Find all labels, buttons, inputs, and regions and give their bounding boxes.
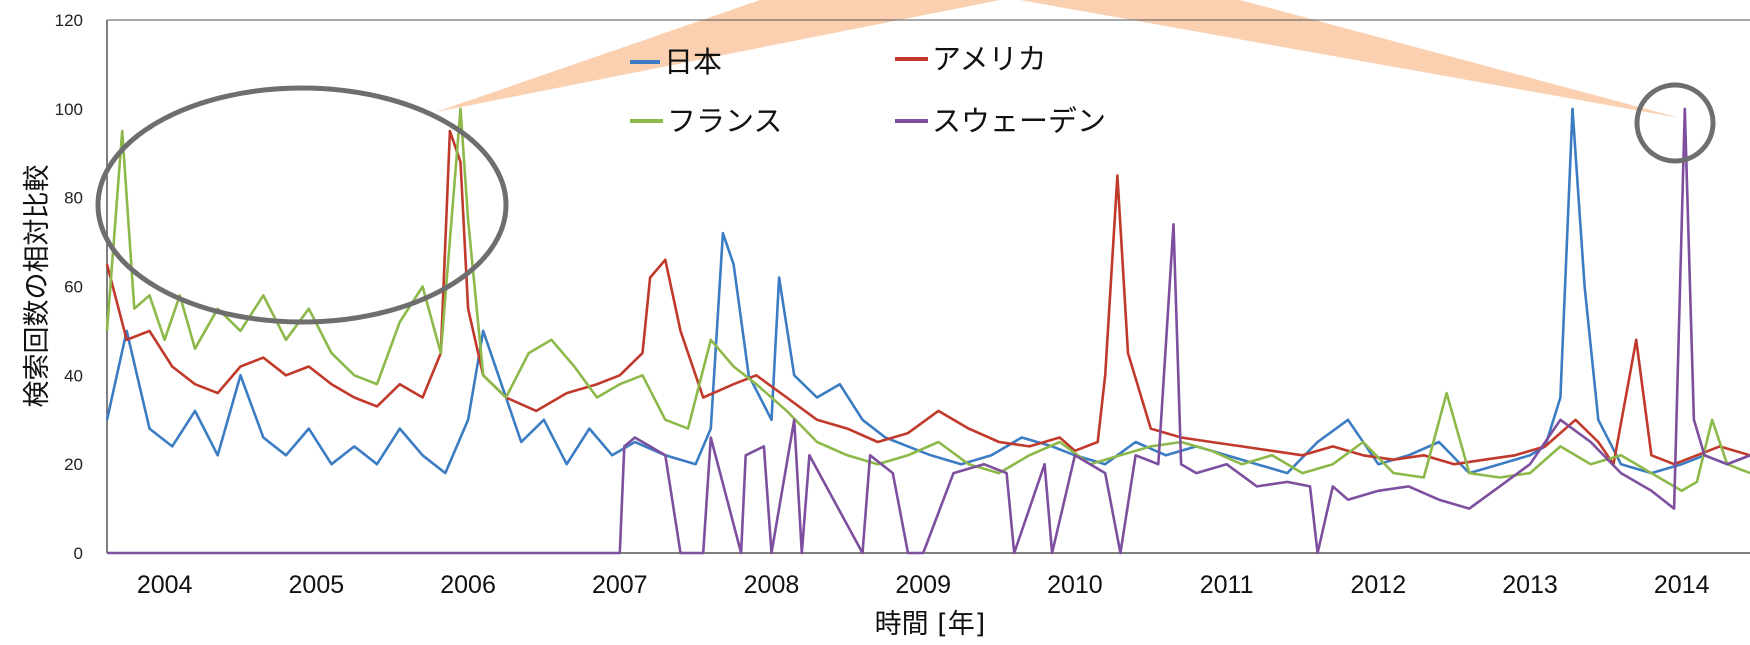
legend-item-japan: 日本 xyxy=(630,45,722,79)
legend-label-sweden: スウェーデン xyxy=(932,104,1106,138)
series-line-japan xyxy=(105,107,1750,475)
axes xyxy=(106,19,1750,554)
x-tick-label: 2012 xyxy=(1351,571,1407,599)
legend-item-sweden: スウェーデン xyxy=(895,104,1106,138)
y-tick-label: 20 xyxy=(64,455,83,474)
y-tick-label: 40 xyxy=(64,366,83,385)
y-tick-label: 120 xyxy=(55,11,83,30)
y-tick-label: 60 xyxy=(64,278,83,297)
x-tick-label: 2013 xyxy=(1502,571,1558,599)
series-line-france xyxy=(105,107,1750,493)
legend-item-france: フランス xyxy=(630,104,782,138)
series-line-sweden xyxy=(107,107,1750,555)
legend-label-usa: アメリカ xyxy=(932,42,1047,76)
highlight-circle-2014 xyxy=(1634,82,1716,164)
y-tick-label: 0 xyxy=(74,544,83,563)
y-tick-labels: 0 20 40 60 80 100 120 xyxy=(55,11,83,563)
x-tick-label: 2009 xyxy=(895,571,951,599)
series-lines xyxy=(105,107,1750,555)
y-tick-label: 100 xyxy=(55,100,83,119)
x-tick-label: 2010 xyxy=(1047,571,1103,599)
legend-item-usa: アメリカ xyxy=(895,42,1047,76)
x-tick-labels: 2004 2005 2006 2007 2008 2009 2010 2011 2012 2013… xyxy=(137,571,1710,599)
series-line-usa xyxy=(105,129,1750,466)
x-tick-label: 2008 xyxy=(744,571,800,599)
legend-label-japan: 日本 xyxy=(664,45,722,79)
x-tick-label: 2005 xyxy=(289,571,345,599)
x-tick-label: 2007 xyxy=(592,571,648,599)
x-tick-label: 2011 xyxy=(1200,571,1254,599)
highlight-ellipse-2004-2006 xyxy=(95,85,509,325)
y-tick-label: 80 xyxy=(64,189,83,208)
x-tick-label: 2006 xyxy=(440,571,496,599)
legend-label-france: フランス xyxy=(667,104,782,138)
callout-ray-left xyxy=(436,0,1000,112)
x-axis-title: 時間 [年] xyxy=(875,609,986,640)
legend: 日本 アメリカ フランス スウェーデン xyxy=(630,42,1106,138)
x-tick-label: 2014 xyxy=(1654,571,1710,599)
y-axis-title: 検索回数の相対比較 xyxy=(22,165,53,408)
callout-ray-right xyxy=(1020,0,1680,118)
x-tick-label: 2004 xyxy=(137,571,193,599)
